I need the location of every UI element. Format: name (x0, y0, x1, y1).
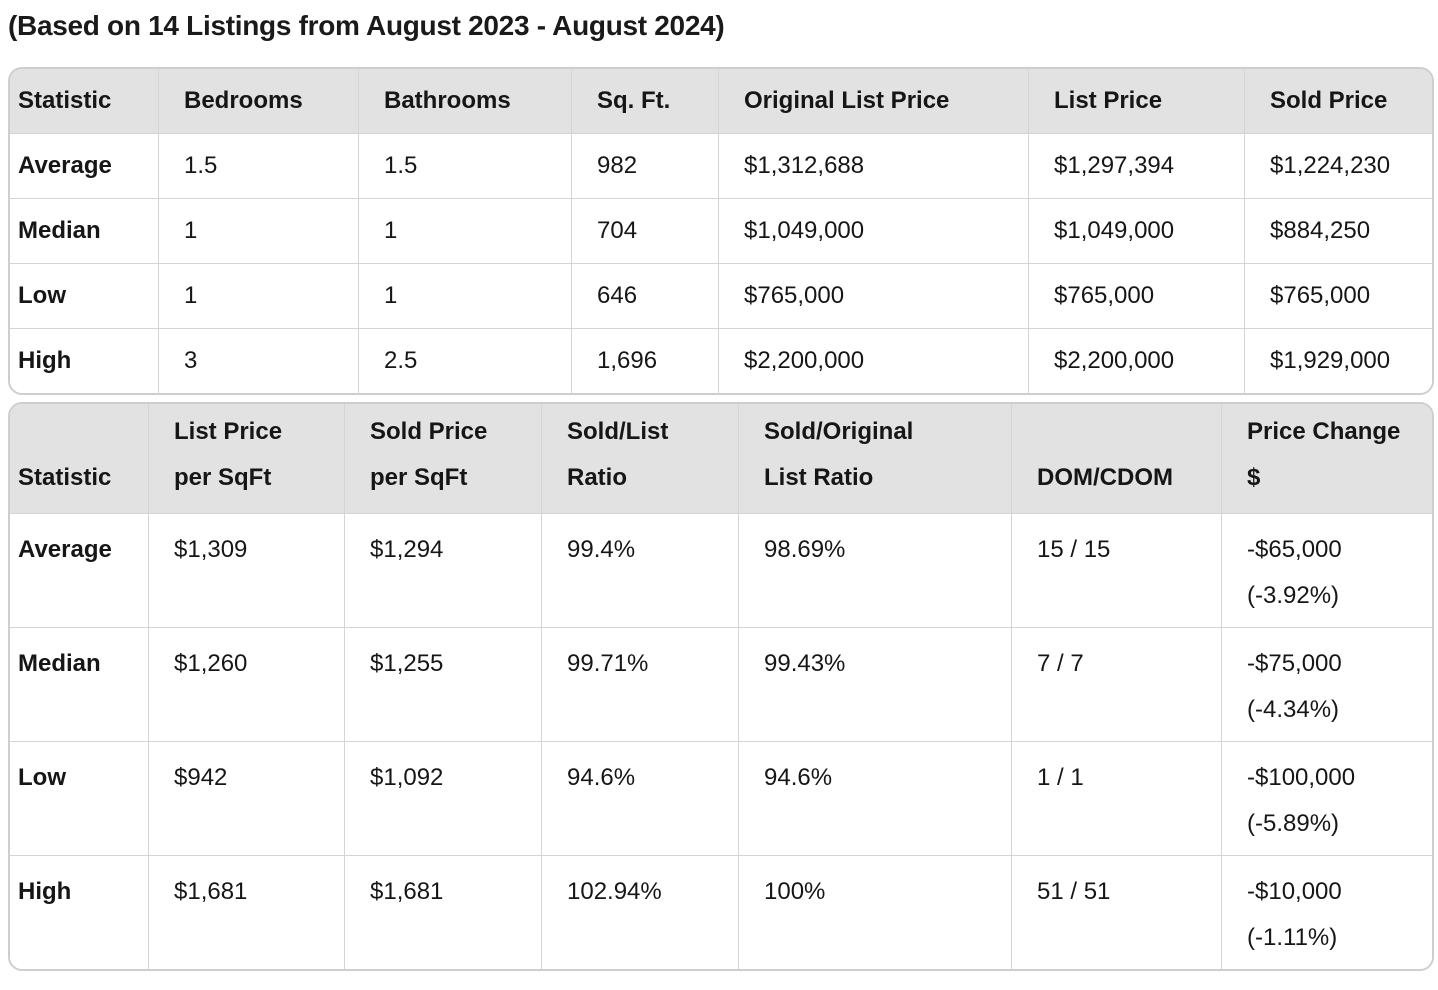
table-cell: $765,000 (1029, 264, 1245, 329)
table-cell: 102.94% (542, 856, 739, 969)
table-cell: $1,224,230 (1245, 134, 1432, 199)
table-cell: $1,049,000 (719, 199, 1029, 264)
column-header-bedrooms: Bedrooms (159, 69, 359, 134)
table-cell: 99.71% (542, 628, 739, 742)
price-change-percent: (-1.11%) (1247, 924, 1338, 951)
table-row-median: Median $1,260 $1,255 99.71% 99.43% 7 / 7… (10, 628, 1432, 742)
header-row: Statistic List Price per SqFt Sold Price… (10, 404, 1432, 514)
table-cell: 51 / 51 (1012, 856, 1222, 969)
table-cell: 1.5 (159, 134, 359, 199)
column-header-original-list-price: Original List Price (719, 69, 1029, 134)
row-label: Low (10, 742, 149, 856)
table-row-low: Low 1 1 646 $765,000 $765,000 $765,000 (10, 264, 1432, 329)
table-cell: $765,000 (719, 264, 1029, 329)
price-change-amount: -$65,000 (1247, 536, 1342, 563)
table-cell: $1,309 (149, 514, 345, 628)
table-cell: 1 (159, 199, 359, 264)
table-cell: 99.43% (739, 628, 1012, 742)
table-cell: $1,312,688 (719, 134, 1029, 199)
row-label: High (10, 329, 159, 393)
table-row-average: Average $1,309 $1,294 99.4% 98.69% 15 / … (10, 514, 1432, 628)
table-cell: $2,200,000 (1029, 329, 1245, 393)
table-cell: 1,696 (572, 329, 719, 393)
table-cell: $1,681 (345, 856, 542, 969)
price-change-percent: (-4.34%) (1247, 696, 1340, 723)
price-change-amount: -$10,000 (1247, 878, 1342, 905)
table-cell: 1 (159, 264, 359, 329)
price-ratio-stats-table: Statistic List Price per SqFt Sold Price… (8, 402, 1434, 971)
column-header-list-price-per-sqft: List Price per SqFt (149, 404, 345, 514)
row-label: Low (10, 264, 159, 329)
price-change-cell: -$100,000 (-5.89%) (1222, 742, 1432, 856)
column-header-price-change: Price Change $ (1222, 404, 1432, 514)
header-row: Statistic Bedrooms Bathrooms Sq. Ft. Ori… (10, 69, 1432, 134)
table-cell: $1,297,394 (1029, 134, 1245, 199)
column-header-sold-price-per-sqft: Sold Price per SqFt (345, 404, 542, 514)
table-row-median: Median 1 1 704 $1,049,000 $1,049,000 $88… (10, 199, 1432, 264)
table-cell: $1,255 (345, 628, 542, 742)
column-header-bathrooms: Bathrooms (359, 69, 572, 134)
price-change-percent: (-3.92%) (1247, 582, 1340, 609)
table-cell: $942 (149, 742, 345, 856)
table-cell: $1,294 (345, 514, 542, 628)
column-header-statistic: Statistic (10, 404, 149, 514)
table-cell: $1,681 (149, 856, 345, 969)
table-cell: 646 (572, 264, 719, 329)
column-header-list-price: List Price (1029, 69, 1245, 134)
table-cell: 1 (359, 199, 572, 264)
table-row-high: High $1,681 $1,681 102.94% 100% 51 / 51 … (10, 856, 1432, 969)
table-cell: 94.6% (739, 742, 1012, 856)
row-label: Median (10, 628, 149, 742)
table-cell: 2.5 (359, 329, 572, 393)
column-header-statistic: Statistic (10, 69, 159, 134)
price-change-amount: -$100,000 (1247, 764, 1356, 791)
summary-stats-table: Statistic Bedrooms Bathrooms Sq. Ft. Ori… (8, 67, 1434, 395)
table-cell: 94.6% (542, 742, 739, 856)
table-cell: $765,000 (1245, 264, 1432, 329)
column-header-sold-list-ratio: Sold/List Ratio (542, 404, 739, 514)
table-cell: $884,250 (1245, 199, 1432, 264)
table-cell: $2,200,000 (719, 329, 1029, 393)
row-label: Median (10, 199, 159, 264)
table-cell: 3 (159, 329, 359, 393)
table-cell: $1,929,000 (1245, 329, 1432, 393)
table-cell: 100% (739, 856, 1012, 969)
table-cell: $1,049,000 (1029, 199, 1245, 264)
table-cell: 99.4% (542, 514, 739, 628)
row-label: Average (10, 134, 159, 199)
price-change-percent: (-5.89%) (1247, 810, 1340, 837)
table-cell: 704 (572, 199, 719, 264)
table-row-high: High 3 2.5 1,696 $2,200,000 $2,200,000 $… (10, 329, 1432, 393)
price-change-cell: -$65,000 (-3.92%) (1222, 514, 1432, 628)
table-cell: 1.5 (359, 134, 572, 199)
price-change-cell: -$10,000 (-1.11%) (1222, 856, 1432, 969)
table-row-low: Low $942 $1,092 94.6% 94.6% 1 / 1 -$100,… (10, 742, 1432, 856)
table-cell: 1 / 1 (1012, 742, 1222, 856)
price-change-cell: -$75,000 (-4.34%) (1222, 628, 1432, 742)
row-label: High (10, 856, 149, 969)
table-cell: 982 (572, 134, 719, 199)
table-row-average: Average 1.5 1.5 982 $1,312,688 $1,297,39… (10, 134, 1432, 199)
table-cell: 7 / 7 (1012, 628, 1222, 742)
table-cell: 15 / 15 (1012, 514, 1222, 628)
page-title: (Based on 14 Listings from August 2023 -… (8, 10, 725, 41)
table-cell: $1,260 (149, 628, 345, 742)
table-cell: 1 (359, 264, 572, 329)
table-cell: 98.69% (739, 514, 1012, 628)
price-change-amount: -$75,000 (1247, 650, 1342, 677)
column-header-dom-cdom: DOM/CDOM (1012, 404, 1222, 514)
table-cell: $1,092 (345, 742, 542, 856)
column-header-sold-price: Sold Price (1245, 69, 1432, 134)
column-header-sqft: Sq. Ft. (572, 69, 719, 134)
row-label: Average (10, 514, 149, 628)
column-header-sold-original-list-ratio: Sold/Original List Ratio (739, 404, 1012, 514)
